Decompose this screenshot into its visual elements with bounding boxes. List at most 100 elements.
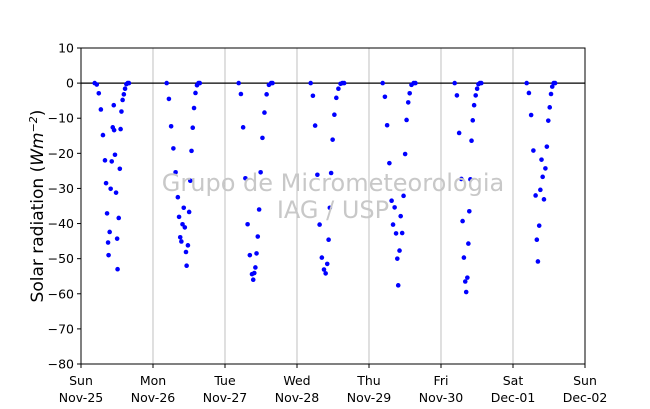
x-tick-date: Nov-28	[275, 390, 320, 405]
data-point	[186, 209, 192, 215]
data-point	[474, 86, 480, 92]
data-point	[317, 222, 322, 227]
data-point	[401, 193, 406, 199]
data-point	[392, 205, 397, 210]
watermark-line-2: IAG / USP	[277, 196, 389, 224]
data-point	[552, 80, 558, 86]
data-point	[166, 96, 172, 102]
data-point	[105, 240, 111, 245]
data-point	[470, 118, 476, 123]
plot-frame	[80, 47, 586, 365]
x-tick-date: Dec-01	[491, 390, 536, 405]
data-point	[264, 92, 269, 97]
data-point	[236, 80, 241, 86]
data-point	[540, 174, 545, 180]
data-point	[94, 82, 100, 87]
data-point	[471, 102, 477, 108]
data-point	[121, 92, 127, 97]
data-point	[173, 169, 178, 175]
data-point	[107, 229, 112, 235]
data-point	[387, 160, 392, 166]
data-point	[544, 144, 550, 149]
data-point	[175, 194, 181, 200]
data-point	[103, 180, 109, 186]
data-point	[253, 265, 258, 270]
data-point	[243, 175, 248, 181]
data-point	[256, 207, 262, 212]
x-tick-date: Nov-30	[419, 390, 464, 405]
watermark-line-1: Grupo de Micrometeorologia	[162, 169, 504, 197]
data-point	[258, 169, 263, 175]
data-point	[454, 93, 460, 98]
data-point	[240, 125, 246, 130]
y-tick-label: −10	[48, 111, 74, 126]
y-tick-label: −80	[48, 357, 74, 372]
data-point	[390, 222, 396, 227]
data-point	[531, 148, 536, 153]
data-point	[404, 117, 409, 123]
y-axis-label-unit: Wm	[28, 132, 48, 165]
data-points	[92, 80, 558, 295]
data-point	[179, 239, 184, 244]
data-point	[526, 90, 532, 96]
data-point	[534, 237, 540, 243]
data-point	[181, 205, 187, 211]
data-point	[334, 95, 339, 101]
data-point	[255, 234, 261, 239]
x-tick-day: Sat	[503, 373, 524, 388]
y-tick-label: −50	[48, 251, 74, 266]
data-point	[180, 221, 185, 227]
data-point	[106, 252, 111, 258]
x-axis-ticks: Sun Nov-25 Mon Nov-26 Tue Nov-27 Wed Nov-28 Thu N…	[59, 364, 607, 405]
data-point	[120, 97, 125, 103]
y-axis-label-suffix: )	[28, 110, 48, 117]
y-axis-label-prefix: Solar radiation (	[28, 166, 48, 303]
data-point	[545, 118, 551, 123]
x-tick-date: Nov-27	[203, 390, 247, 405]
data-point	[402, 151, 408, 157]
data-point	[193, 90, 198, 96]
data-point	[114, 236, 120, 241]
data-point	[473, 93, 479, 98]
data-point	[321, 267, 327, 272]
data-point	[384, 122, 390, 128]
data-point	[308, 80, 313, 86]
data-point	[467, 208, 472, 214]
data-point	[336, 86, 341, 92]
data-point	[250, 277, 256, 283]
data-point	[548, 91, 554, 97]
x-tick-day: Sun	[573, 373, 597, 388]
data-point	[456, 130, 462, 136]
data-point	[185, 243, 191, 248]
data-point	[413, 80, 418, 86]
y-tick-label: −70	[48, 321, 74, 336]
data-point	[462, 279, 468, 284]
data-point	[326, 237, 331, 243]
data-point	[177, 234, 183, 240]
y-tick-label: 10	[58, 41, 74, 56]
data-point	[100, 132, 106, 138]
data-point	[164, 80, 169, 86]
data-point	[463, 289, 469, 295]
y-tick-label: −30	[48, 181, 74, 196]
data-point	[312, 123, 318, 128]
data-point	[535, 259, 541, 264]
data-point	[466, 241, 471, 246]
data-point	[190, 125, 196, 130]
data-point	[310, 93, 316, 99]
y-axis-label-exponent: −2	[27, 116, 40, 132]
data-point	[452, 80, 457, 86]
data-point	[176, 214, 182, 220]
data-point	[538, 187, 543, 193]
data-point	[549, 84, 555, 89]
y-tick-label: −40	[48, 216, 74, 231]
data-point	[341, 80, 347, 86]
y-tick-label: 0	[66, 76, 74, 91]
data-point	[324, 261, 330, 267]
data-point	[399, 230, 405, 236]
data-point	[115, 266, 120, 272]
data-point	[102, 158, 108, 163]
data-point	[465, 275, 470, 280]
data-point	[547, 105, 553, 110]
